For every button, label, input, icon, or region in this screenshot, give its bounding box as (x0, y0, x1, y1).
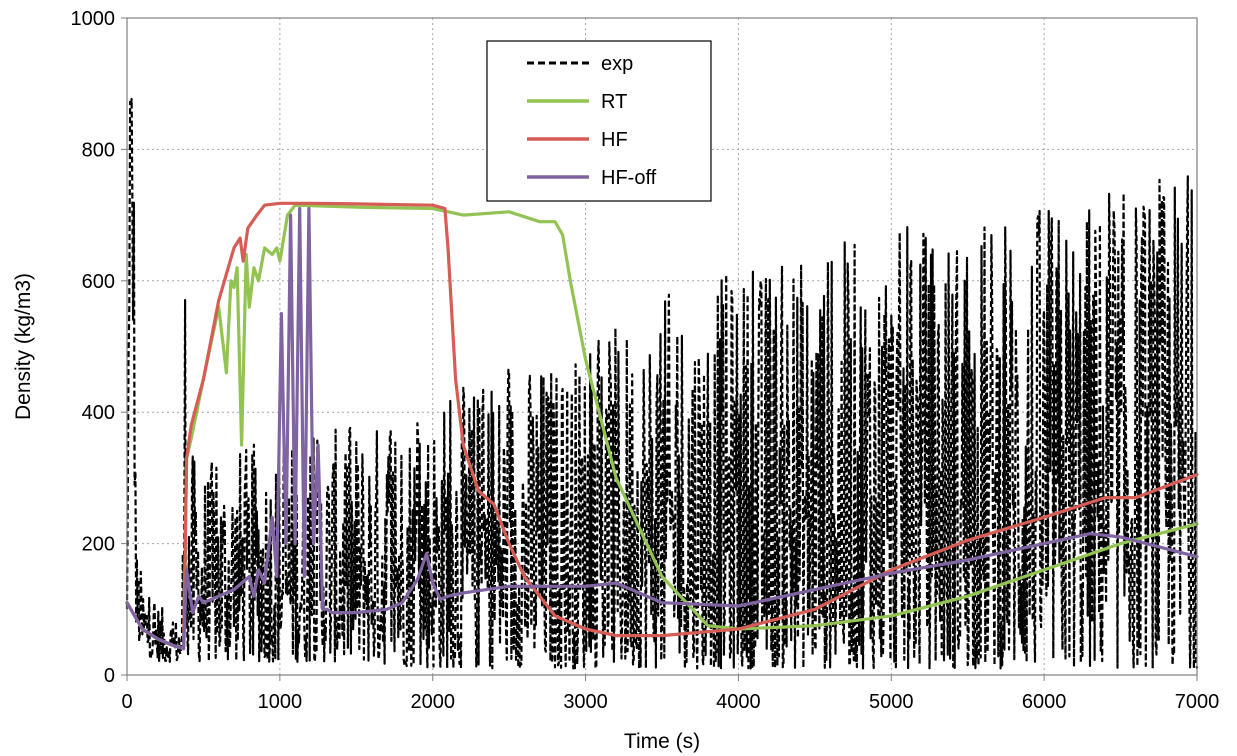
y-tick-label: 0 (104, 665, 115, 687)
x-tick-label: 1000 (258, 691, 303, 713)
legend-label-exp: exp (601, 53, 633, 75)
x-axis-label: Time (s) (624, 730, 700, 753)
legend-item-exp: exp (527, 53, 633, 75)
legend-box (486, 40, 712, 202)
y-tick-label: 800 (82, 139, 115, 161)
hf-line (125, 201, 1199, 651)
hf-off-line (125, 206, 1199, 651)
x-tick-label: 0 (121, 691, 132, 713)
y-axis-ticks: 0 200 400 600 800 1000 (71, 8, 127, 687)
x-tick-label: 5000 (869, 691, 914, 713)
exp-line (125, 98, 1199, 670)
x-tick-label: 2000 (410, 691, 455, 713)
plot-area-frame (126, 17, 1198, 676)
legend-item-rt: RT (527, 91, 627, 113)
legend-item-hf-off: HF-off (527, 167, 657, 189)
x-tick-label: 6000 (1022, 691, 1067, 713)
x-tick-label: 4000 (716, 691, 761, 713)
series-hf (125, 201, 1199, 651)
legend-item-hf: HF (527, 129, 628, 151)
series-layer (125, 98, 1199, 670)
legend: exp RT HF HF-off (486, 40, 712, 202)
legend-label-hf: HF (601, 129, 628, 151)
series-hf-off (125, 206, 1199, 651)
x-tick-label: 7000 (1175, 691, 1220, 713)
series-exp (125, 98, 1199, 670)
y-tick-label: 200 (82, 534, 115, 556)
legend-label-hf-off: HF-off (601, 167, 657, 189)
y-axis-label: Density (kg/m3) (12, 273, 35, 420)
legend-label-rt: RT (601, 91, 627, 113)
y-tick-label: 600 (82, 271, 115, 293)
x-axis-ticks: 0 1000 2000 3000 4000 5000 6000 7000 (121, 675, 1219, 713)
y-tick-label: 1000 (71, 8, 116, 30)
x-tick-label: 3000 (563, 691, 608, 713)
y-tick-label: 400 (82, 402, 115, 424)
